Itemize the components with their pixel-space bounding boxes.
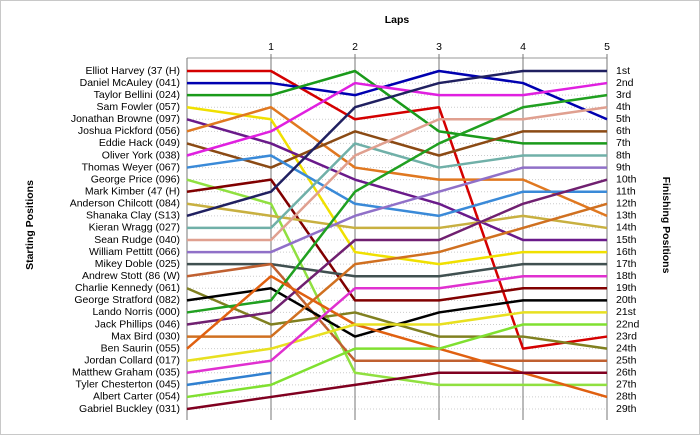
series-label: Taylor Bellini (024) (94, 89, 180, 101)
series-label: Ben Saurin (055) (101, 342, 180, 354)
y-tick-label: 18th (616, 270, 637, 282)
series-label: Andrew Stott (86 (W) (82, 270, 180, 282)
series-line (187, 262, 607, 278)
y2-axis-title: Finishing Positions (660, 177, 672, 274)
y-tick-label: 25th (616, 354, 637, 366)
series-label: Daniel McAuley (041) (80, 77, 180, 89)
series-line (186, 311, 607, 362)
series-line (186, 323, 607, 399)
x-tick-label: 5 (604, 41, 610, 53)
y-tick-label: 8th (616, 149, 631, 161)
x-tick-label: 4 (520, 41, 526, 53)
y-tick-label: 10th (616, 173, 637, 185)
series-label: Elliot Harvey (37 (H) (85, 65, 180, 77)
series-label: Matthew Graham (035) (72, 367, 180, 379)
y-tick-label: 19th (616, 282, 637, 294)
series-label: Gabriel Buckley (031) (79, 403, 180, 415)
y-tick-label: 11th (616, 185, 636, 197)
y-tick-label: 1st (616, 65, 630, 77)
series-line (187, 166, 607, 254)
series-label: Jack Phillips (046) (95, 318, 180, 330)
series-label: William Pettitt (066) (89, 246, 180, 258)
series-label: Oliver York (038) (102, 149, 180, 161)
series-line (186, 178, 608, 326)
series-line (186, 130, 607, 169)
y-tick-label: 23rd (616, 330, 637, 342)
series-label: George Price (096) (91, 173, 180, 185)
y-tick-label: 2nd (616, 77, 634, 89)
y-tick-label: 16th (616, 246, 637, 258)
series-label: Sam Fowler (057) (97, 101, 180, 113)
y-tick-label: 21st (616, 306, 636, 318)
series-line (186, 371, 272, 387)
series-line (186, 371, 607, 411)
series-label: Kieran Wragg (027) (89, 222, 180, 234)
series-label: Shanaka Clay (S13) (86, 210, 180, 222)
series-label: George Stratford (082) (74, 294, 180, 306)
series-line (187, 69, 608, 121)
series-line (186, 118, 607, 242)
y-tick-label: 29th (616, 403, 637, 415)
y-tick-label: 28th (616, 391, 637, 403)
series-label: Joshua Pickford (056) (78, 125, 180, 137)
series-line (186, 262, 607, 362)
y-tick-label: 20th (616, 294, 637, 306)
series-label: Lando Norris (000) (92, 306, 180, 318)
series-label: Thomas Weyer (067) (82, 161, 180, 173)
series-line (187, 202, 608, 338)
series-label: Jordan Collard (017) (84, 354, 180, 366)
series-line (186, 274, 608, 399)
series-line (187, 105, 608, 242)
x-tick-label: 1 (268, 41, 274, 53)
series-line (186, 69, 607, 218)
series-line (186, 154, 607, 218)
y-tick-label: 15th (616, 234, 637, 246)
series-label: Albert Carter (054) (93, 391, 180, 403)
series-line (186, 105, 608, 218)
series-label: Max Bird (030) (111, 330, 180, 342)
series-line (186, 81, 608, 157)
series-line (186, 178, 607, 302)
chart-title: Laps (385, 14, 410, 26)
y-tick-label: 13th (616, 210, 637, 222)
series-line (186, 93, 608, 314)
series-label: Eddie Hack (049) (99, 137, 180, 149)
series-line (187, 69, 608, 350)
y-tick-label: 4th (616, 101, 631, 113)
y-tick-label: 3rd (616, 89, 631, 101)
series-label: Anderson Chilcott (084) (70, 198, 180, 210)
series-label: Sean Rudge (040) (94, 234, 180, 246)
y-tick-label: 7th (616, 137, 631, 149)
x-tick-label: 3 (436, 41, 442, 53)
y-tick-label: 9th (616, 161, 631, 173)
series-line (186, 202, 608, 230)
y-tick-label: 17th (616, 258, 637, 270)
y-tick-label: 24th (616, 342, 637, 354)
y-tick-label: 27th (616, 379, 637, 391)
series-label: Mikey Doble (025) (95, 258, 180, 270)
y-tick-label: 26th (616, 367, 637, 379)
y-tick-label: 12th (616, 198, 637, 210)
series-line (187, 142, 607, 230)
series-label: Jonathan Browne (097) (71, 113, 180, 125)
series-label: Charlie Kennedy (061) (75, 282, 180, 294)
series-line (186, 274, 607, 375)
y-tick-label: 22nd (616, 318, 640, 330)
series-label: Tyler Chesterton (045) (76, 379, 180, 391)
y-axis-title: Starting Positions (24, 180, 36, 270)
y-tick-label: 6th (616, 125, 631, 137)
y-tick-label: 14th (616, 222, 637, 234)
y-tick-label: 5th (616, 113, 631, 125)
series-label: Mark Kimber (47 (H) (85, 185, 180, 197)
x-tick-label: 2 (352, 41, 358, 53)
series-line (187, 69, 607, 145)
